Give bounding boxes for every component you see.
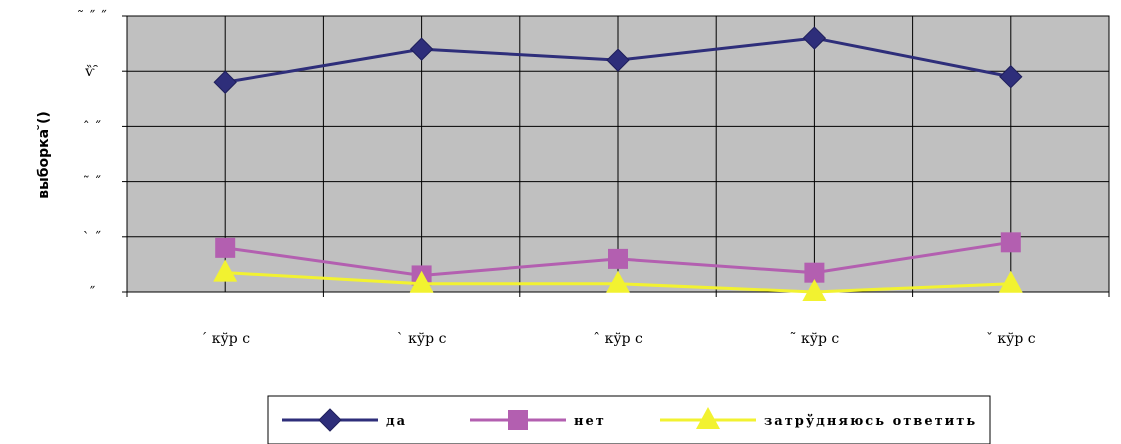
legend-item-2: нет — [470, 410, 606, 430]
series-group — [213, 26, 1023, 301]
data-point — [606, 270, 630, 293]
y-tick-label: ѷ ̑ — [85, 64, 99, 80]
data-point — [409, 270, 434, 293]
legend-label: нет — [574, 414, 606, 429]
y-tick-label: ˝ — [89, 285, 96, 301]
series-1 — [213, 26, 1023, 94]
data-point — [804, 262, 825, 283]
data-point — [213, 70, 237, 94]
data-point — [998, 270, 1023, 293]
data-point — [802, 26, 827, 50]
legend: да нет затрўдняюсь ответить — [267, 395, 991, 444]
data-point — [409, 37, 434, 61]
series-3 — [213, 259, 1023, 301]
y-tick-label: ˆ ˝ — [83, 119, 101, 135]
legend-box — [267, 395, 991, 444]
data-point — [606, 48, 630, 72]
data-point — [215, 237, 236, 258]
x-tick-label: ˜ кўр с — [790, 331, 840, 347]
data-point — [802, 279, 827, 301]
y-tick-label: ˜ ˝ ˝ — [77, 9, 107, 25]
x-tick-label: ˆ кўр с — [593, 331, 643, 347]
legend-label: да — [386, 414, 407, 429]
x-tick-label: ˇ кўр с — [986, 331, 1036, 347]
legend-marker — [696, 407, 720, 429]
x-tick-label: ` кўр с — [397, 331, 447, 347]
y-axis: ˜ ˝ ˝ ѷ ̑ ˆ ˝ ˜ ˝ ` ˝ ˝ — [77, 9, 127, 301]
series-2 — [215, 232, 1021, 286]
data-point — [1000, 232, 1021, 253]
legend-item-3: затрўдняюсь ответить — [660, 407, 977, 429]
legend-marker — [318, 408, 342, 432]
data-point — [213, 259, 238, 282]
legend-label: затрўдняюсь ответить — [764, 414, 977, 429]
y-axis-title: выборка ̆() — [36, 111, 52, 199]
legend-marker — [508, 410, 528, 430]
data-point — [999, 65, 1023, 89]
y-tick-label: ˜ ˝ — [83, 175, 101, 191]
x-axis: ´ кўр с ` кўр с ˆ кўр с ˜ кўр с ˇ кўр с — [126, 292, 1110, 347]
data-point — [608, 248, 628, 269]
y-tick-label: ` ˝ — [83, 230, 101, 246]
legend-item-1: да — [282, 408, 407, 432]
x-tick-label: ´ кўр с — [200, 331, 250, 347]
